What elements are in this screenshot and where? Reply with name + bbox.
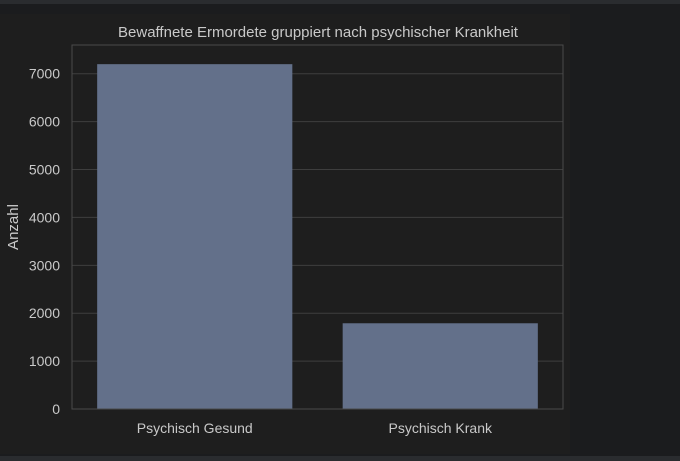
bars [97,64,538,409]
bottom-border [0,456,680,461]
x-tick-label: Psychisch Krank [389,420,493,436]
chart-title: Bewaffnete Ermordete gruppiert nach psyc… [118,24,519,41]
y-tick-label: 7000 [29,66,60,82]
bar [97,64,293,409]
plot-frame [71,44,564,410]
y-tick-labels: 0 1000 2000 3000 4000 5000 6000 7000 [29,66,60,417]
y-tick-label: 2000 [29,305,60,321]
x-tick-label: Psychisch Gesund [137,420,253,436]
y-tick-label: 3000 [29,257,60,273]
x-tick-labels: Psychisch Gesund Psychisch Krank [137,420,493,436]
y-axis-label: Anzahl [5,204,22,250]
top-border [0,0,680,4]
y-tick-label: 6000 [29,114,60,130]
bar [342,323,538,409]
y-tick-label: 4000 [29,209,60,225]
y-tick-label: 5000 [29,162,60,178]
y-tick-label: 0 [52,401,60,417]
y-tick-label: 1000 [29,353,60,369]
